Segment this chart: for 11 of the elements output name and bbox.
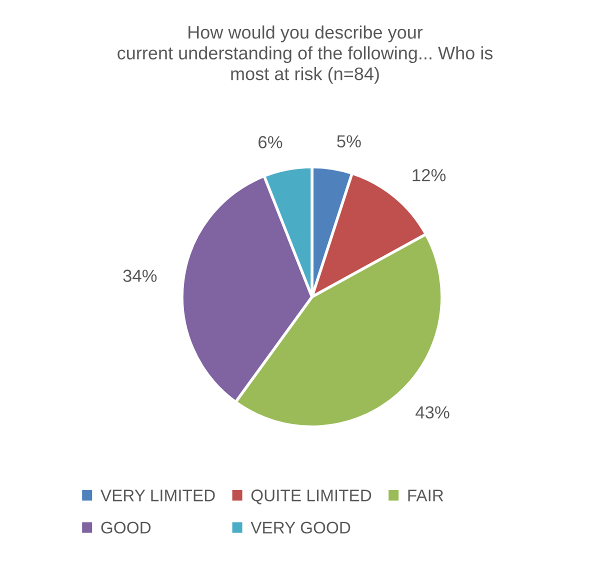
legend-label: GOOD [101, 522, 151, 534]
chart-title: How would you describe your current understanding of the following... Who is most at risk (n=84) [118, 25, 493, 84]
legend-label: VERY LIMITED [100, 490, 215, 502]
data-label: 5% [337, 135, 361, 148]
data-label: 43% [416, 406, 450, 419]
legend-label: VERY GOOD [250, 522, 350, 534]
data-label: 12% [412, 169, 446, 182]
legend-label: FAIR [408, 490, 444, 502]
legend-label: QUITE LIMITED [251, 490, 372, 504]
data-label: 34% [123, 270, 157, 282]
data-label: 6% [258, 136, 282, 148]
